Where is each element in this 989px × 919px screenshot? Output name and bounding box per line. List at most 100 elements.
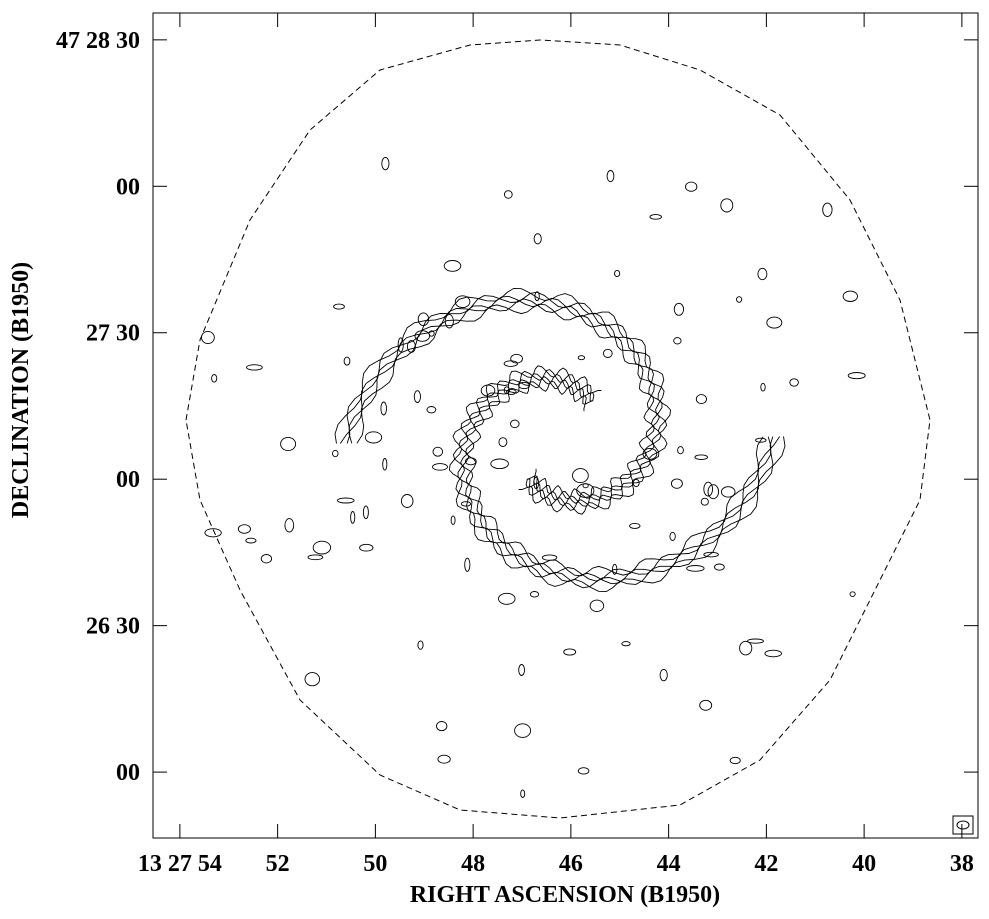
y-tick-label: 27 30 — [86, 321, 140, 347]
contour — [720, 486, 736, 498]
contour — [201, 330, 215, 345]
y-tick-label: 00 — [116, 467, 140, 493]
contour — [444, 314, 454, 329]
contour — [612, 563, 618, 575]
beam-box — [952, 815, 974, 835]
contour — [362, 505, 369, 520]
x-tick-label: 50 — [363, 851, 387, 877]
contour — [333, 303, 345, 310]
contour — [703, 481, 714, 497]
contour — [606, 170, 615, 183]
contour — [307, 554, 324, 561]
contour — [695, 394, 707, 405]
contour — [381, 156, 390, 171]
contour — [260, 554, 273, 564]
contour — [503, 386, 510, 395]
contour — [464, 457, 477, 466]
contour — [577, 767, 590, 775]
x-tick-label: 48 — [461, 851, 485, 877]
contour — [703, 551, 719, 558]
y-tick-label: 26 30 — [86, 614, 140, 640]
contour — [204, 528, 222, 538]
contour — [673, 337, 682, 345]
contour — [503, 190, 513, 199]
contour — [822, 202, 833, 217]
contour — [448, 365, 786, 593]
contour — [649, 214, 662, 220]
contour — [343, 356, 351, 366]
y-axis-title: DECLINATION (B1950) — [8, 262, 34, 518]
contour — [350, 511, 356, 524]
contour — [211, 374, 218, 383]
contour — [498, 592, 516, 605]
beam-ellipse — [956, 820, 970, 830]
contour — [764, 649, 782, 658]
x-tick-label: 13 27 54 — [138, 851, 222, 877]
contour — [694, 454, 708, 460]
contour — [629, 522, 641, 529]
y-tick-label: 00 — [116, 760, 140, 786]
contour — [614, 269, 621, 278]
contour — [506, 388, 517, 395]
contour — [437, 754, 451, 764]
contour — [397, 337, 404, 353]
contour — [572, 468, 589, 484]
contour — [736, 296, 743, 303]
contour — [670, 478, 683, 489]
contour — [443, 260, 462, 272]
contour — [518, 664, 525, 676]
contour — [452, 369, 774, 589]
contour — [454, 295, 471, 309]
x-tick-label: 40 — [852, 851, 876, 877]
contour — [714, 563, 725, 571]
primary-beam-boundary — [185, 39, 931, 819]
x-tick-label: 38 — [950, 851, 974, 877]
contour — [534, 291, 540, 302]
contour — [280, 436, 297, 452]
contour — [246, 364, 263, 371]
contour — [739, 640, 753, 656]
contour — [533, 476, 540, 490]
contour — [686, 565, 705, 572]
contour — [334, 287, 672, 515]
x-tick-label: 42 — [754, 851, 778, 877]
contour — [332, 449, 339, 458]
x-tick-label: 46 — [559, 851, 583, 877]
contour — [460, 501, 472, 507]
contour — [699, 699, 713, 711]
contour — [669, 531, 676, 541]
contour — [490, 458, 509, 470]
contour — [382, 458, 388, 471]
contour — [480, 384, 496, 397]
contour — [659, 668, 668, 682]
contour — [428, 330, 435, 337]
contour — [284, 518, 295, 533]
contour — [510, 419, 520, 429]
contour — [755, 437, 767, 443]
contour — [849, 591, 856, 597]
contour — [582, 483, 589, 489]
contour — [673, 302, 685, 316]
contour — [533, 233, 542, 245]
plot-frame — [152, 12, 979, 839]
contour — [364, 431, 383, 444]
contour — [413, 390, 421, 403]
contour — [457, 373, 781, 585]
contour — [337, 497, 355, 504]
contour — [518, 381, 531, 390]
contour — [589, 599, 605, 612]
contour — [747, 638, 764, 644]
contour — [380, 401, 387, 416]
contour — [760, 382, 766, 392]
contour — [510, 353, 523, 364]
contour — [406, 340, 416, 353]
contour — [514, 723, 532, 738]
contour — [632, 478, 640, 488]
contour — [707, 484, 720, 500]
contour — [700, 497, 709, 506]
contour — [642, 447, 658, 460]
contour — [237, 524, 251, 534]
contour — [685, 181, 698, 192]
contour — [245, 537, 257, 544]
